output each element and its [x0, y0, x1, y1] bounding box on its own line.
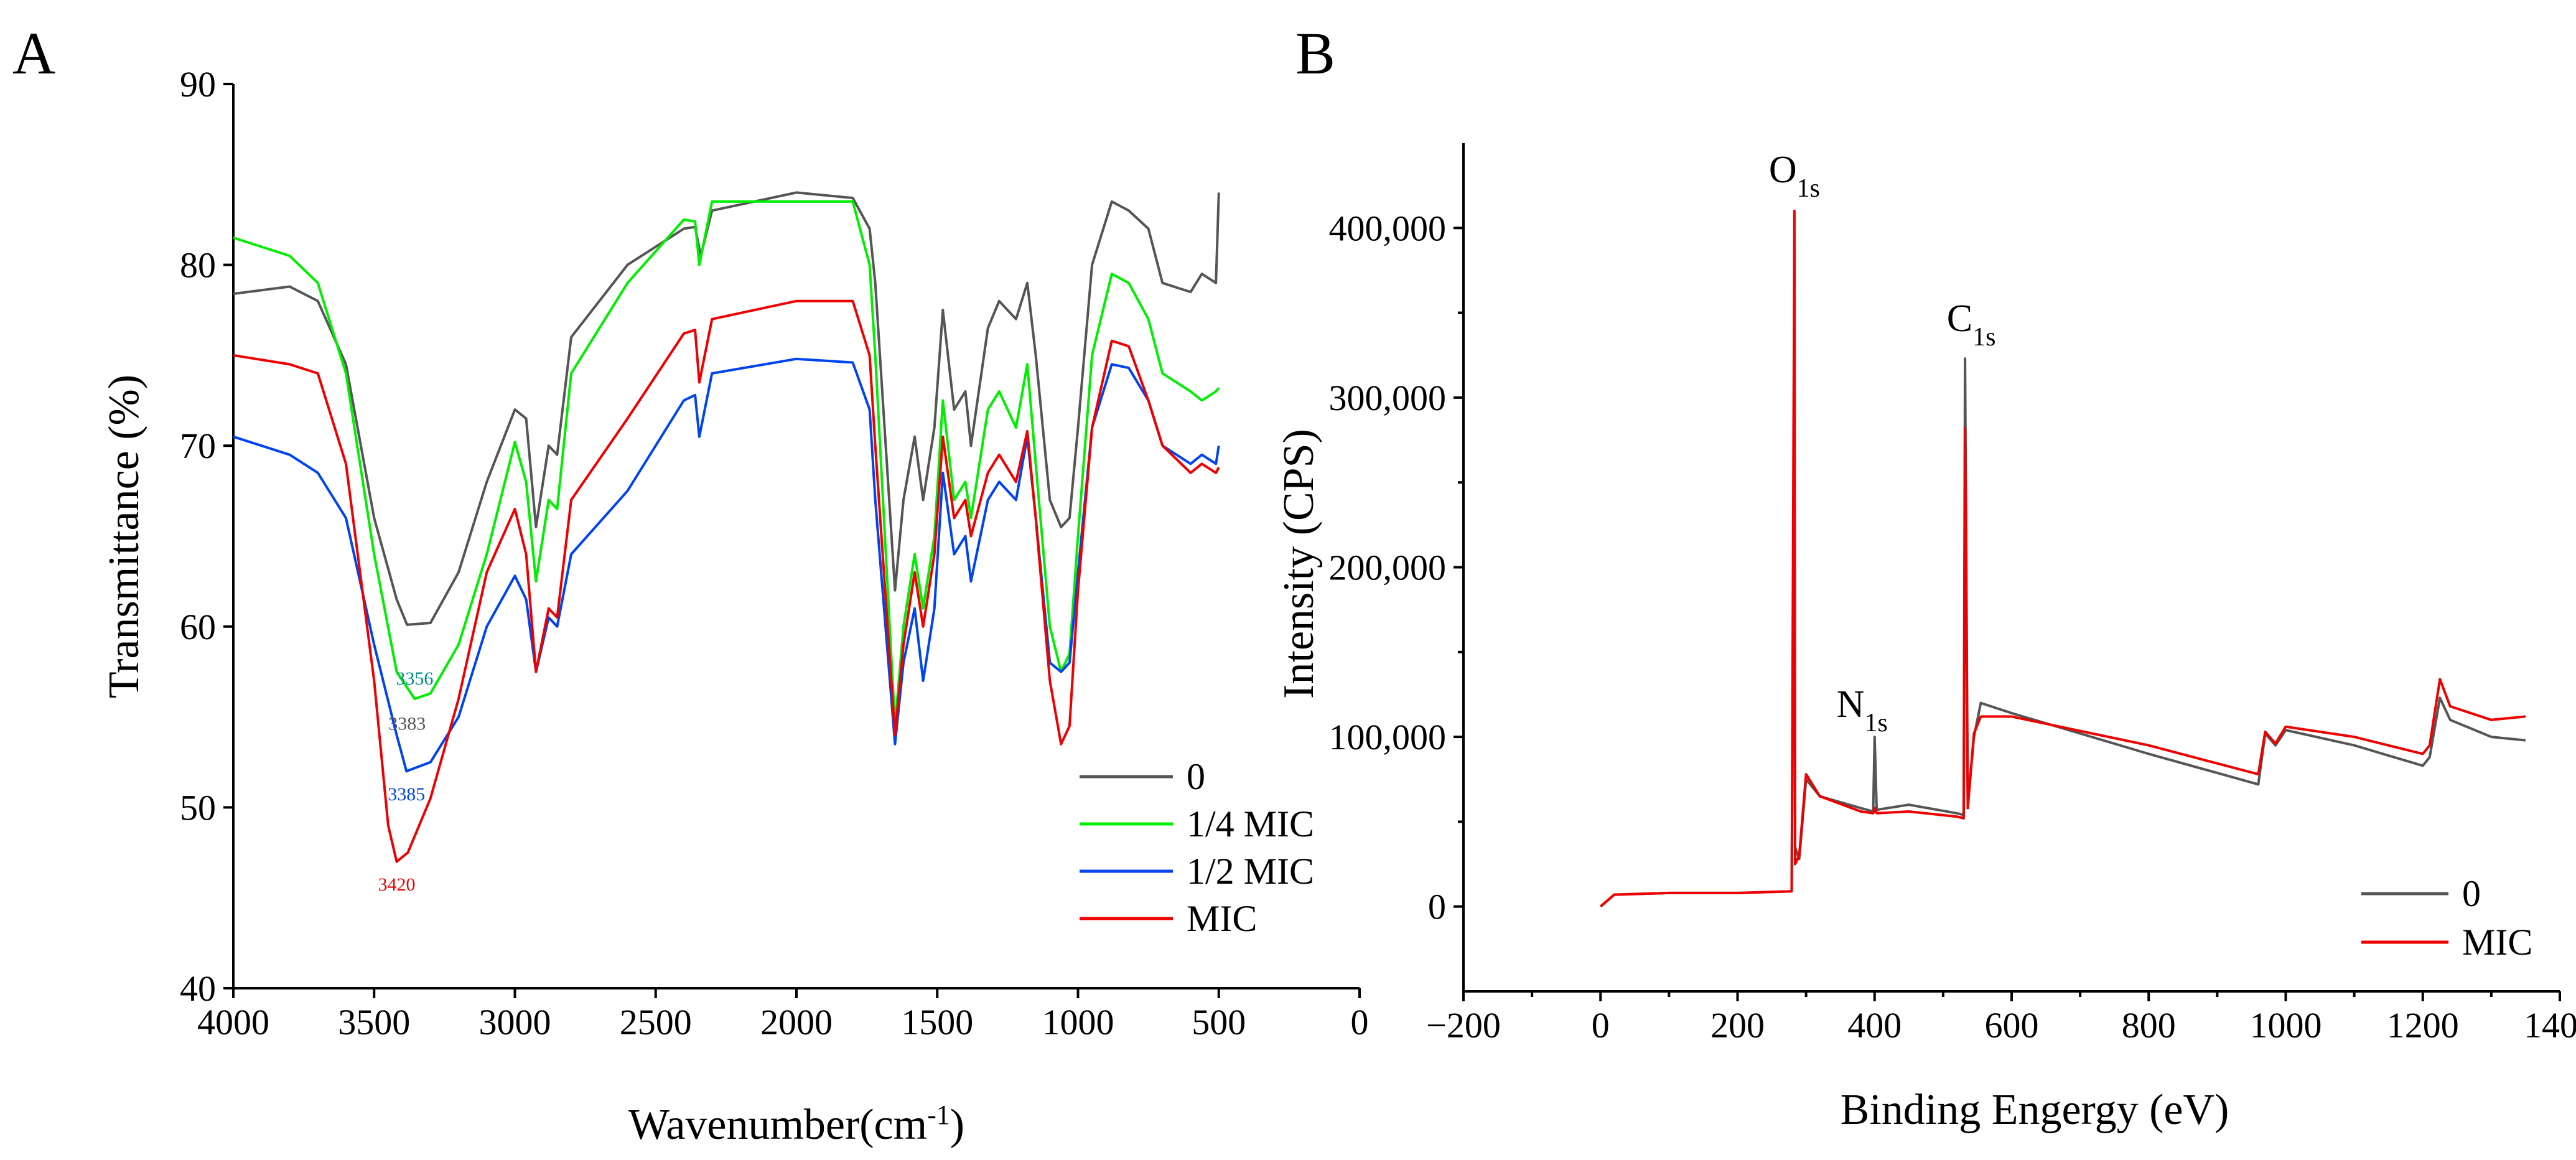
- b-series-line-mic: [1599, 210, 2526, 908]
- a-series-line-1-4-mic: [233, 200, 1220, 727]
- b-peak-label-n1s: N1s: [1837, 683, 1888, 737]
- a-x-tick-label: 3000: [479, 1002, 551, 1042]
- a-series-line-0: [233, 191, 1220, 626]
- b-x-tick-label: −200: [1426, 1005, 1501, 1045]
- b-x-tick-label: 1000: [2250, 1005, 2322, 1045]
- a-peak-label-3420: 3420: [378, 874, 415, 895]
- panel-a-series: [233, 191, 1220, 863]
- b-legend-label-mic: MIC: [2462, 922, 2532, 963]
- panel-b-ticks: [1454, 227, 2561, 1001]
- panel-a-tick-labels: 4000 3500 3000 2500 2000 1500 1000 500 0 40 50 60 70…: [180, 64, 1369, 1042]
- b-y-tick-label: 100,000: [1329, 717, 1447, 757]
- a-x-tick-label: 2000: [760, 1002, 833, 1042]
- panel-a-x-axis-title: Wavenumber(cm-1): [628, 1100, 964, 1149]
- b-y-tick-label: 300,000: [1329, 378, 1447, 418]
- a-peak-label-3385: 3385: [388, 784, 425, 805]
- b-peak-label-c1s: C1s: [1947, 297, 1996, 352]
- b-y-tick-label: 400,000: [1329, 208, 1447, 248]
- panel-b-x-axis-title: Binding Engergy (eV): [1841, 1086, 2229, 1134]
- a-y-tick-label: 80: [180, 245, 216, 286]
- a-y-tick-label: 90: [180, 64, 216, 105]
- panel-b-axes: [1462, 143, 2560, 993]
- a-x-tick-label: 500: [1192, 1002, 1246, 1042]
- a-x-tick-label: 1000: [1042, 1002, 1114, 1042]
- b-x-tick-label: 800: [2122, 1005, 2176, 1045]
- a-x-tick-label: 0: [1351, 1002, 1369, 1042]
- b-x-tick-label: 600: [1985, 1005, 2039, 1045]
- panel-b-series: [1599, 210, 2526, 908]
- panel-a-y-axis-title: Transmittance (%): [100, 375, 148, 698]
- a-y-tick-label: 70: [180, 426, 216, 466]
- panel-letter-a: A: [12, 20, 55, 87]
- panel-a-ftir-chart: A 4000 3500 3000 2500 2000 1500 1000 500 0 40 50 60…: [12, 20, 1369, 1149]
- a-y-tick-label: 40: [180, 968, 216, 1009]
- a-x-tick-label: 4000: [197, 1002, 269, 1042]
- b-x-tick-label: 0: [1592, 1005, 1610, 1045]
- panel-a-legend: 0 1/4 MIC 1/2 MIC MIC: [1080, 756, 1314, 939]
- a-peak-label-3356: 3356: [396, 668, 433, 689]
- b-x-tick-label: 400: [1847, 1005, 1902, 1045]
- a-x-tick-label: 1500: [901, 1002, 973, 1042]
- panel-b-peak-annotations: O1s C1s N1s: [1769, 149, 1996, 737]
- b-y-tick-label: 200,000: [1329, 548, 1447, 588]
- b-x-tick-label: 200: [1710, 1005, 1765, 1045]
- panel-a-ticks: [223, 83, 1361, 998]
- b-legend-label-0: 0: [2462, 873, 2481, 914]
- panel-b-legend: 0 MIC: [2361, 873, 2532, 963]
- b-y-tick-label: 0: [1428, 887, 1446, 927]
- a-legend-label-mic: MIC: [1187, 898, 1257, 939]
- panel-letter-b: B: [1295, 20, 1335, 87]
- a-legend-label-0: 0: [1187, 756, 1205, 797]
- b-x-tick-label: 1200: [2387, 1005, 2459, 1045]
- a-peak-label-3383: 3383: [388, 713, 426, 734]
- a-legend-label-1-4-mic: 1/4 MIC: [1187, 803, 1314, 844]
- a-x-tick-label: 2500: [620, 1002, 692, 1042]
- b-peak-label-o1s: O1s: [1769, 149, 1820, 203]
- a-y-tick-label: 50: [180, 787, 216, 828]
- a-y-tick-label: 60: [180, 607, 216, 647]
- b-series-line-0: [1599, 357, 2526, 908]
- panel-a-peak-annotations: 3356 3383 3385 3420: [378, 668, 433, 895]
- a-x-tick-label: 3500: [338, 1002, 410, 1042]
- a-legend-label-1-2-mic: 1/2 MIC: [1187, 851, 1314, 892]
- panel-b-y-axis-title: Intensity (CPS): [1275, 429, 1323, 699]
- a-series-line-mic: [233, 299, 1220, 863]
